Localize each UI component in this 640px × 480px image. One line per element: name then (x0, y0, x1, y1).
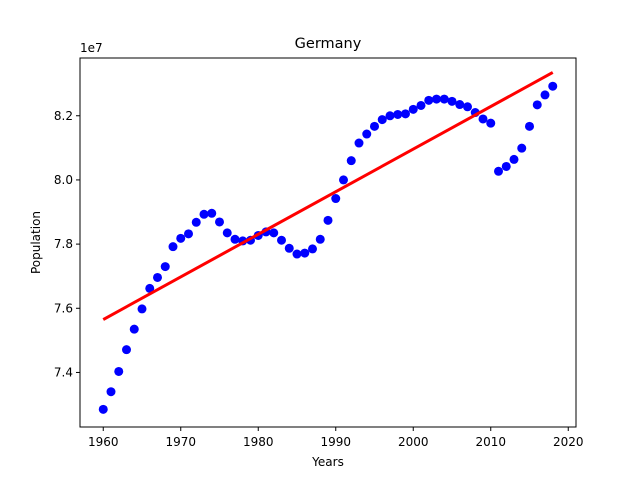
data-point (277, 235, 286, 245)
plot-area (98, 71, 558, 414)
data-point (370, 121, 379, 131)
data-point (184, 229, 193, 239)
data-point (269, 228, 279, 238)
data-point (486, 118, 496, 128)
data-point (463, 102, 472, 112)
data-point (199, 209, 209, 219)
data-point (292, 249, 302, 259)
data-point (284, 243, 294, 253)
data-point (494, 166, 503, 176)
trend-line (102, 71, 554, 321)
data-point (416, 100, 426, 110)
data-point (377, 115, 387, 125)
y-axis-offset-label: 1e7 (80, 41, 103, 55)
y-tick-label: 7.8 (54, 237, 73, 251)
data-point (114, 366, 124, 376)
data-point (447, 96, 457, 106)
data-point (176, 233, 186, 243)
data-point (455, 100, 465, 110)
data-point (191, 217, 201, 227)
data-point (230, 234, 240, 244)
data-point (160, 262, 170, 272)
data-point (385, 111, 395, 121)
data-point (354, 138, 364, 148)
data-point (540, 90, 550, 100)
data-point (98, 404, 108, 414)
x-tick-label: 1990 (320, 435, 351, 449)
data-point (501, 161, 511, 171)
data-point (122, 345, 131, 355)
y-axis-ticks: 7.4 7.6 7.8 8.0 8.2 (54, 109, 80, 379)
y-axis-label: Population (29, 211, 43, 274)
data-point (331, 194, 341, 204)
data-point (362, 129, 372, 139)
data-point (207, 208, 217, 218)
x-tick-label: 1960 (88, 435, 119, 449)
data-point (145, 283, 155, 293)
data-point (424, 95, 434, 105)
data-point (323, 215, 333, 225)
data-point (517, 143, 527, 153)
x-tick-label: 2020 (553, 435, 584, 449)
data-point (315, 234, 325, 244)
data-point (439, 94, 449, 104)
data-point (137, 304, 147, 314)
y-tick-label: 7.4 (54, 365, 73, 379)
data-point (106, 387, 116, 397)
axes-frame (79, 57, 577, 428)
x-tick-label: 1970 (165, 435, 196, 449)
data-point (168, 242, 178, 252)
chart-title: Germany (295, 36, 362, 52)
data-point (308, 244, 317, 254)
data-point (401, 109, 410, 119)
x-tick-label: 2000 (398, 435, 429, 449)
data-point (339, 175, 348, 185)
data-point (393, 109, 403, 119)
x-tick-label: 2010 (475, 435, 506, 449)
x-axis-ticks: 1960 1970 1980 1990 2000 2010 2020 (88, 427, 584, 449)
data-point (478, 114, 488, 124)
data-point (509, 154, 519, 164)
data-point (222, 228, 232, 238)
y-tick-label: 8.2 (54, 109, 73, 123)
data-point (346, 156, 356, 166)
data-point (432, 94, 441, 104)
x-axis-label: Years (311, 455, 344, 469)
data-point (525, 121, 534, 131)
data-point (153, 272, 162, 282)
data-point (215, 217, 224, 227)
data-point (300, 248, 310, 258)
x-tick-label: 1980 (243, 435, 274, 449)
y-tick-label: 8.0 (54, 173, 73, 187)
y-tick-label: 7.6 (54, 301, 73, 315)
data-point (408, 104, 418, 114)
data-point (129, 324, 139, 334)
data-point (532, 100, 542, 110)
data-point (548, 81, 558, 91)
